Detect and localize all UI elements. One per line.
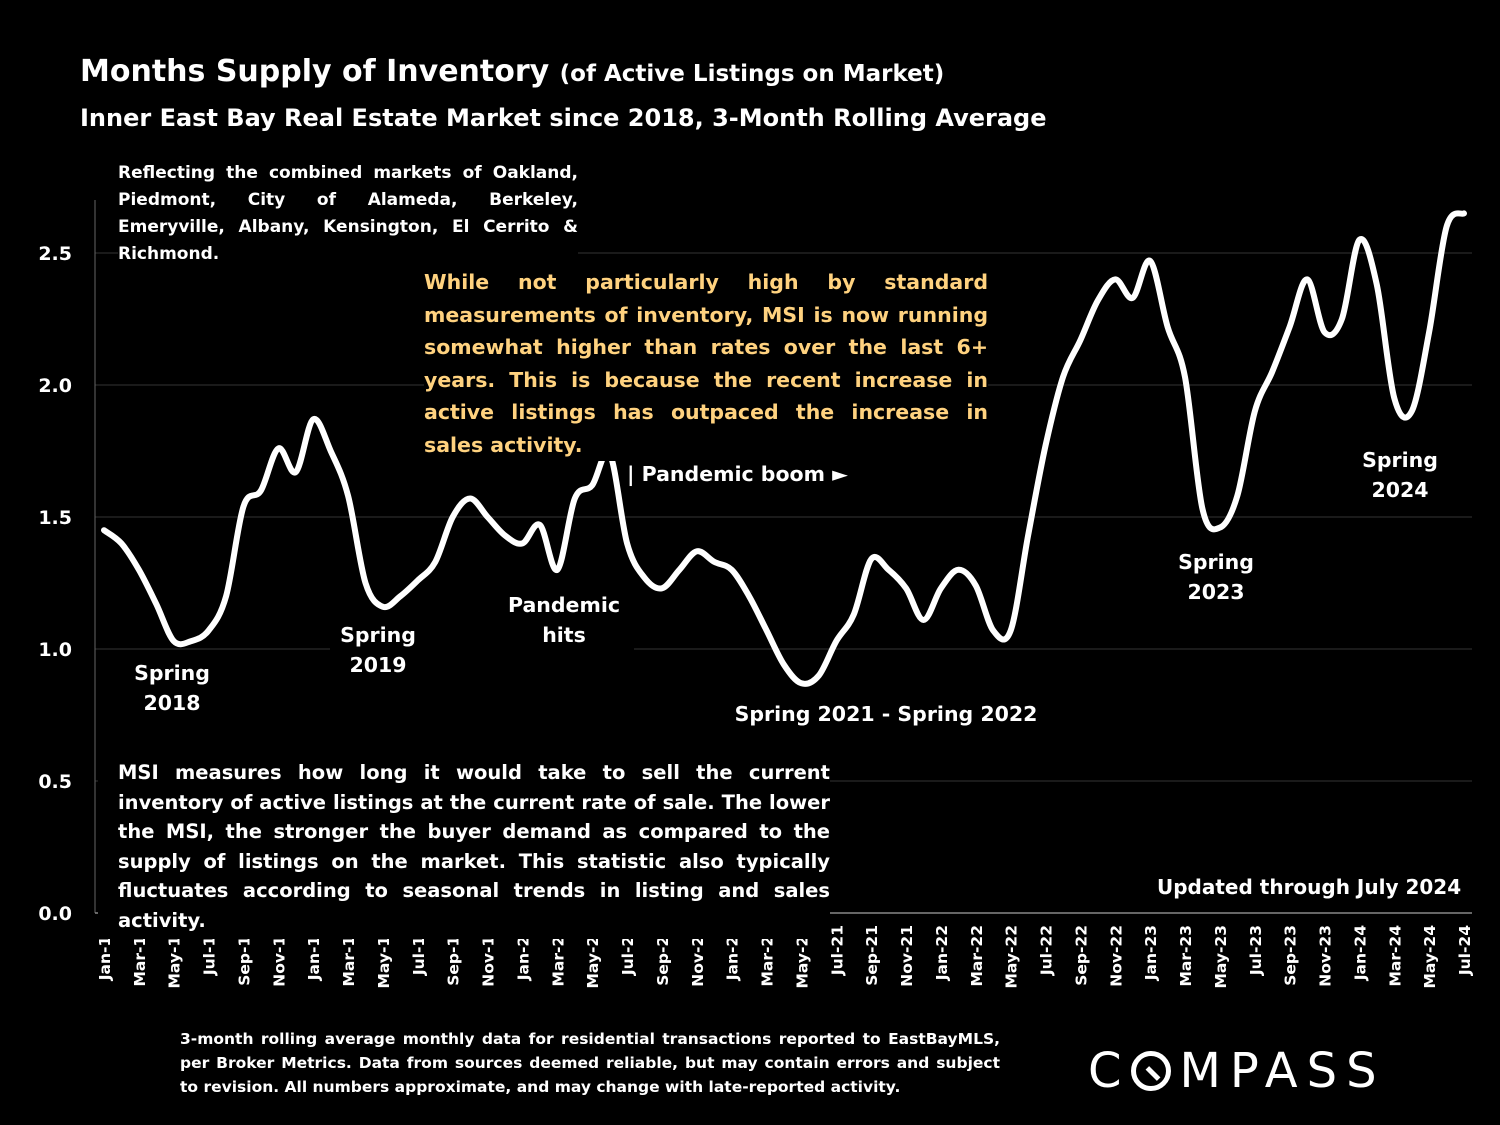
x-tick-label: Sep-21 xyxy=(863,925,881,986)
x-tick-label: Jan-22 xyxy=(933,925,951,981)
annotation-backdrop xyxy=(330,616,495,701)
x-tick-label: Jul-24 xyxy=(1456,925,1474,976)
compass-logo: C MPASS xyxy=(1088,1043,1386,1099)
x-tick-label: Sep-22 xyxy=(1072,925,1090,986)
x-tick-label: Nov-18 xyxy=(270,925,288,987)
annotation-label: Spring xyxy=(340,623,416,647)
annotation-label: 2019 xyxy=(349,653,406,677)
chart-title: Months Supply of Inventory (of Active Li… xyxy=(80,54,944,89)
y-tick-label: 0.0 xyxy=(38,903,72,925)
x-tick-label: Jul-23 xyxy=(1247,925,1265,976)
annotation-label: Pandemic xyxy=(508,593,620,617)
compass-o-icon xyxy=(1130,1051,1171,1091)
annotation-label: 2018 xyxy=(143,691,200,715)
annotation-label: Spring xyxy=(134,661,210,685)
source-footnote: 3-month rolling average monthly data for… xyxy=(180,1030,1000,1096)
annotation-label: Spring xyxy=(1178,550,1254,574)
annotation-label: hits xyxy=(542,623,586,647)
x-tick-label: Nov-19 xyxy=(480,925,498,987)
x-tick-label: Jul-22 xyxy=(1038,925,1056,976)
x-tick-label: Mar-20 xyxy=(549,925,567,987)
msi-explanation: MSI measures how long it would take to s… xyxy=(98,754,830,939)
annotation-label: Spring xyxy=(1362,448,1438,472)
x-tick-label: May-24 xyxy=(1421,925,1439,989)
y-tick-label: 0.5 xyxy=(38,771,72,793)
x-tick-label: Mar-24 xyxy=(1386,925,1404,987)
y-tick-label: 1.5 xyxy=(38,507,72,529)
x-tick-label: May-18 xyxy=(166,925,184,989)
x-tick-label: Sep-19 xyxy=(445,925,463,986)
annotation-backdrop xyxy=(494,586,634,656)
x-tick-label: Sep-20 xyxy=(654,925,672,986)
x-tick-label: Nov-20 xyxy=(689,925,707,987)
x-tick-label: Nov-21 xyxy=(898,925,916,987)
inventory-commentary: While not particularly high by standard … xyxy=(424,266,988,461)
annotation-label: | Pandemic boom ► xyxy=(627,462,848,487)
y-tick-label: 1.0 xyxy=(38,639,72,661)
x-tick-label: Mar-18 xyxy=(131,925,149,987)
chart-annotations: Spring 2018 Spring 2019 Pandemic hits | Pandem… xyxy=(134,448,1438,726)
x-tick-label: May-23 xyxy=(1212,925,1230,989)
x-tick-label: Nov-23 xyxy=(1317,925,1335,987)
y-tick-label: 2.0 xyxy=(38,375,72,397)
chart-title-suffix: (of Active Listings on Market) xyxy=(559,61,945,87)
x-tick-label: May-20 xyxy=(584,925,602,989)
x-tick-label: Jan-18 xyxy=(96,925,114,981)
logo-text-end: MPASS xyxy=(1179,1043,1386,1099)
annotation-label: 2024 xyxy=(1371,478,1428,502)
markets-note: Reflecting the combined markets of Oakla… xyxy=(118,160,578,268)
logo-text-start: C xyxy=(1088,1043,1131,1099)
x-tick-label: Mar-19 xyxy=(340,925,358,987)
chart-title-main: Months Supply of Inventory xyxy=(80,54,550,89)
msi-series-line xyxy=(101,210,1467,687)
x-tick-label: May-21 xyxy=(793,925,811,989)
x-tick-label: Jul-21 xyxy=(828,925,846,976)
x-tick-label: Mar-21 xyxy=(759,925,777,987)
updated-note: Updated through July 2024 xyxy=(1157,875,1462,899)
x-tick-label: Jan-24 xyxy=(1351,925,1369,981)
x-tick-label: May-22 xyxy=(1003,925,1021,989)
x-tick-label: Jan-19 xyxy=(305,925,323,981)
x-tick-label: Mar-22 xyxy=(968,925,986,987)
chart-subtitle: Inner East Bay Real Estate Market since … xyxy=(80,104,1047,132)
x-tick-label: Sep-23 xyxy=(1282,925,1300,986)
x-tick-label: Jan-21 xyxy=(724,925,742,981)
x-tick-label: May-19 xyxy=(375,925,393,989)
x-tick-label: Sep-18 xyxy=(235,925,253,986)
annotation-label: 2023 xyxy=(1187,580,1244,604)
x-tick-label: Nov-22 xyxy=(1107,925,1125,987)
x-tick-label: Mar-23 xyxy=(1177,925,1195,987)
x-tick-label: Jan-23 xyxy=(1142,925,1160,981)
annotation-label: Spring 2021 - Spring 2022 xyxy=(735,702,1038,726)
y-tick-label: 2.5 xyxy=(38,243,72,265)
